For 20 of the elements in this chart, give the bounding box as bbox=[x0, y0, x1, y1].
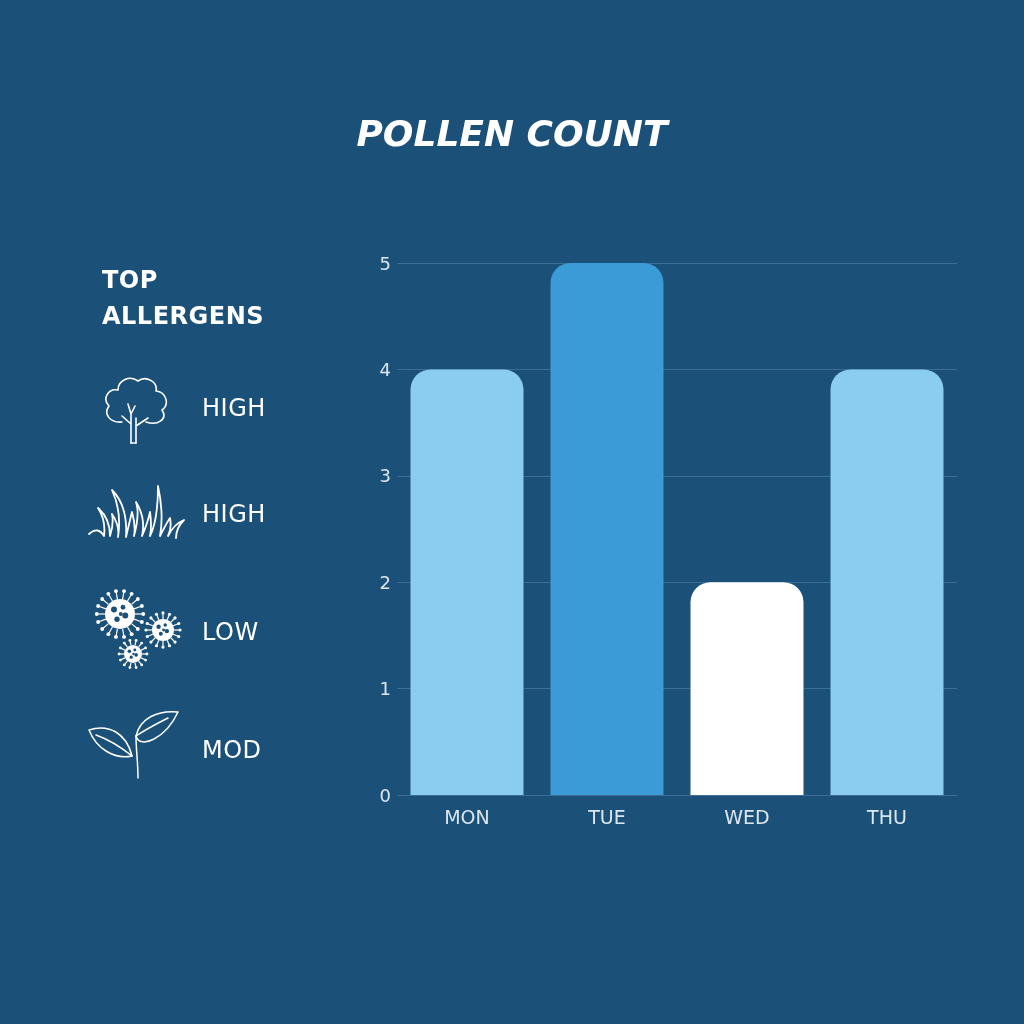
bar bbox=[410, 369, 524, 795]
y-tick-label: 0 bbox=[379, 784, 391, 806]
text: MOD bbox=[202, 736, 262, 764]
y-tick-label: 1 bbox=[379, 678, 391, 700]
text: LOW bbox=[202, 618, 259, 646]
y-tick-label: 2 bbox=[379, 571, 391, 593]
y-tick-label: 4 bbox=[379, 358, 391, 380]
text: HIGH bbox=[202, 394, 266, 422]
y-tick-label: 3 bbox=[379, 465, 391, 487]
bar bbox=[690, 582, 804, 795]
x-tick-label: THU bbox=[866, 805, 907, 828]
chart-title: POLLEN COUNT bbox=[356, 112, 670, 154]
text: TOP ALLERGENS bbox=[102, 265, 265, 332]
x-tick-label: TUE bbox=[587, 805, 626, 828]
x-tick-label: WED bbox=[724, 805, 770, 828]
bar bbox=[830, 369, 944, 795]
y-tick-label: 5 bbox=[379, 252, 391, 274]
text: HIGH bbox=[202, 500, 266, 528]
bar bbox=[550, 263, 664, 795]
x-tick-label: MON bbox=[444, 805, 490, 828]
